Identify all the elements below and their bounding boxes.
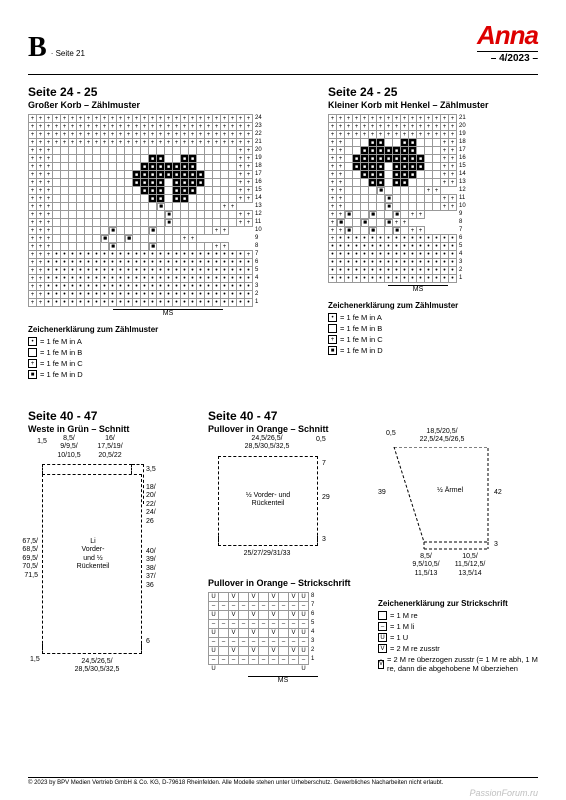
right-ms: MS [388, 285, 449, 293]
w-side-r: 18/ 20/ 22/ 24/ 26 [146, 484, 156, 526]
left-ms: MS [113, 309, 224, 317]
header-rule [28, 74, 538, 75]
pullover-sub: Pullover in Orange – Schnitt [208, 424, 358, 434]
right-chart-wrap: 212019181716151413121110987654321 [328, 114, 508, 283]
ss-ms: MS [248, 676, 319, 684]
p-side-r: 29 [322, 494, 330, 502]
sleeve-outline [388, 447, 518, 557]
header-right: Anna – 4/2023 – [477, 20, 538, 64]
a-bot1: 8,5/ 9,5/10,5/ 11,5/13 [406, 553, 446, 578]
a-bot-r: 3 [494, 541, 498, 549]
w-bot: 24,5/26,5/ 28,5/30,5/32,5 [52, 658, 142, 675]
legend-title-2: Zeichenerklärung zum Zählmuster [328, 301, 508, 310]
p-bot: 25/27/29/31/33 [222, 550, 312, 558]
w-bot-r: 6 [146, 638, 150, 646]
w-hem [42, 644, 142, 654]
w-top-r: 3,5 [146, 466, 156, 474]
a-top2: 18,5/20,5/ 22,5/24,5/26,5 [402, 428, 482, 445]
p-top-r05: 0,5 [316, 436, 326, 444]
w-top3: 16/ 17,5/19/ 20,5/22 [90, 435, 130, 460]
p-r7: 7 [322, 460, 326, 468]
left-chart-sub: Großer Korb – Zählmuster [28, 100, 308, 110]
w-body-txt: Li Vorder- und ½ Rückenteil [58, 538, 128, 572]
right-chart-col: Seite 24 - 25 Kleiner Korb mit Henkel – … [328, 85, 508, 381]
w-bot-l: 1,5 [30, 656, 40, 664]
seite-label: · Seite 21 [51, 49, 85, 58]
charts-row: Seite 24 - 25 Großer Korb – Zählmuster 2… [28, 85, 538, 381]
left-chart-grid [28, 114, 253, 307]
a-l: 39 [378, 489, 386, 497]
schematics-row: Seite 40 - 47 Weste in Grün – Schnitt 1,… [28, 409, 538, 684]
p-top: 24,5/26,5/ 28,5/30,5/32,5 [222, 435, 312, 452]
weste-title: Seite 40 - 47 [28, 409, 188, 423]
a-top1: 0,5 [386, 430, 396, 438]
ss-rownums: 87654321 [311, 592, 314, 664]
p-bot-r: 3 [322, 536, 326, 544]
w-shoulder [132, 464, 144, 504]
right-chart-rownums: 212019181716151413121110987654321 [459, 114, 466, 282]
right-chart-sub: Kleiner Korb mit Henkel – Zählmuster [328, 100, 508, 110]
ss-title: Pullover in Orange – Strickschrift [208, 578, 358, 588]
header-left: B · Seite 21 [28, 32, 85, 64]
sleeve-schematic: 0,5 18,5/20,5/ 22,5/24,5/26,5 ½ Ärmel 39… [378, 433, 538, 563]
brand-logo: Anna [477, 20, 538, 51]
left-chart-title: Seite 24 - 25 [28, 85, 308, 99]
letter-b: B [28, 32, 47, 64]
legend-title-1: Zeichenerklärung zum Zählmuster [28, 325, 308, 334]
pullover-schematic: 24,5/26,5/ 28,5/30,5/32,5 0,5 7 ½ Vorder… [208, 438, 348, 568]
right-chart-grid [328, 114, 457, 283]
w-side-l: 67,5/ 68,5/ 69,5/ 70,5/ 71,5 [10, 538, 38, 580]
legend-2: •= 1 fe M in A= 1 fe M in B+= 1 fe M in … [328, 313, 508, 355]
left-chart-col: Seite 24 - 25 Großer Korb – Zählmuster 2… [28, 85, 308, 381]
left-chart-rownums: 242322212019181716151413121110987654321 [255, 114, 262, 306]
w-top2: 8,5/ 9/9,5/ 10/10,5 [52, 435, 86, 460]
a-bot2: 10,5/ 11,5/12,5/ 13,5/14 [450, 553, 490, 578]
a-r: 42 [494, 489, 502, 497]
weste-schematic: 1,5 8,5/ 9/9,5/ 10/10,5 16/ 17,5/19/ 20,… [28, 438, 178, 668]
p-hem [218, 536, 318, 546]
ss-grid: UVVVVU––––––––––UVVVVU––––––––––UVVVVU––… [208, 592, 309, 674]
w-neck [42, 464, 132, 474]
ss-wrap: UVVVVU––––––––––UVVVVU––––––––––UVVVVU––… [208, 592, 358, 674]
right-chart-title: Seite 24 - 25 [328, 85, 508, 99]
pullover-col: Seite 40 - 47 Pullover in Orange – Schni… [208, 409, 358, 684]
p-body-txt: ½ Vorder- und Rückenteil [226, 492, 310, 509]
footer-text: © 2023 by BPV Medien Vertrieb GmbH & Co.… [28, 777, 538, 786]
watermark: PassionForum.ru [469, 788, 538, 798]
w-top1: 1,5 [36, 438, 48, 446]
weste-col: Seite 40 - 47 Weste in Grün – Schnitt 1,… [28, 409, 188, 684]
legend-3: = 1 M re–= 1 M liU= 1 UV= 2 M re zusstrV… [378, 611, 538, 673]
page-header: B · Seite 21 Anna – 4/2023 – [28, 20, 538, 64]
issue-label: – 4/2023 – [477, 51, 538, 64]
weste-sub: Weste in Grün – Schnitt [28, 424, 188, 434]
a-body: ½ Ärmel [420, 487, 480, 495]
sleeve-col: 0,5 18,5/20,5/ 22,5/24,5/26,5 ½ Ärmel 39… [378, 409, 538, 684]
w-r2: 40/ 39/ 38/ 37/ 36 [146, 548, 156, 590]
legend2-title: Zeichenerklärung zur Strickschrift [378, 599, 538, 608]
left-chart-wrap: 242322212019181716151413121110987654321 [28, 114, 308, 307]
pullover-title: Seite 40 - 47 [208, 409, 358, 423]
legend-1: •= 1 fe M in A= 1 fe M in B+= 1 fe M in … [28, 337, 308, 379]
